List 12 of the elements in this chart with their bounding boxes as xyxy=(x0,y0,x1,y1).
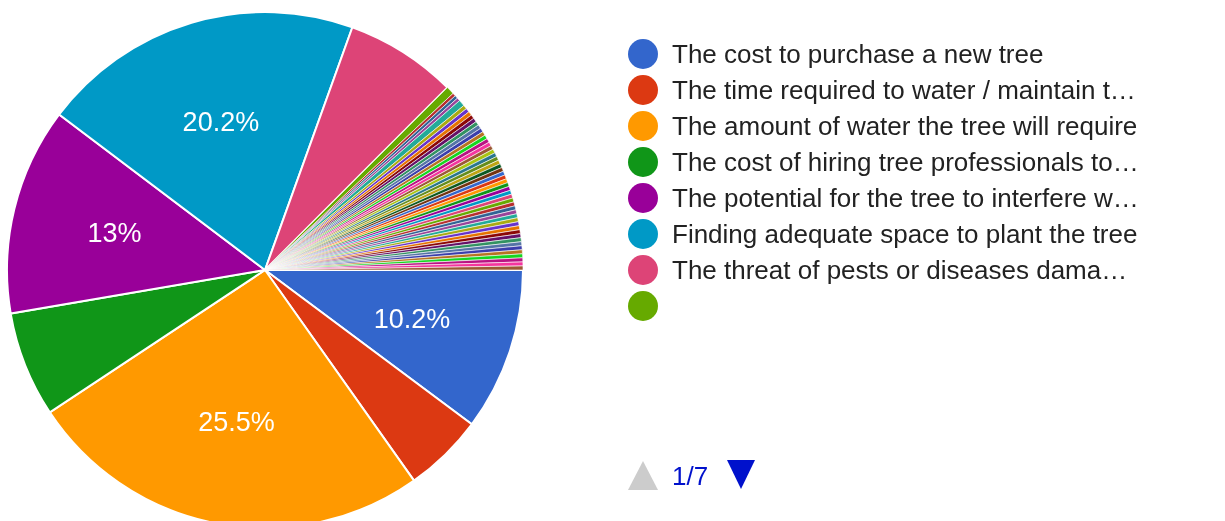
data-label: 25.5% xyxy=(198,407,275,438)
legend-label: The cost to purchase a new tree xyxy=(672,39,1044,69)
legend-label: Finding adequate space to plant the tree xyxy=(672,219,1138,249)
legend-label: The time required to water / maintain t… xyxy=(672,75,1136,105)
data-label: 20.2% xyxy=(182,106,260,137)
legend-label: The potential for the tree to interfere w… xyxy=(672,183,1139,213)
legend-label: The threat of pests or diseases dama… xyxy=(672,255,1128,285)
legend-label: The amount of water the tree will require xyxy=(672,111,1138,141)
text: 1/7 xyxy=(672,461,709,491)
data-label: 13% xyxy=(87,218,142,249)
legend-label: The cost of hiring tree professionals to… xyxy=(672,147,1139,177)
data-label: 10.2% xyxy=(373,303,451,334)
